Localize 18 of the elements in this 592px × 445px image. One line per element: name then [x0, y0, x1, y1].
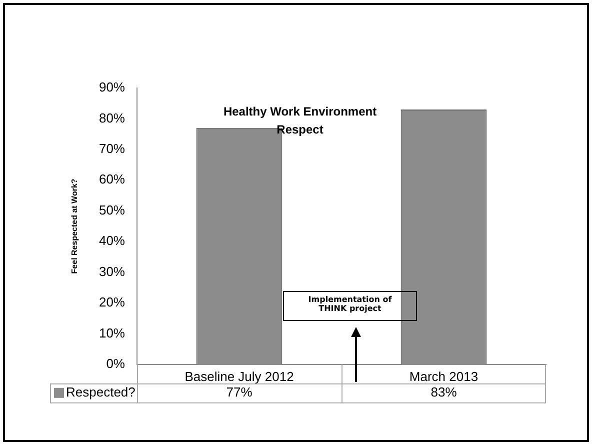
text: Healthy Work Environment Respect: [223, 104, 377, 136]
annotation: Implementation of THINK project: [307, 294, 393, 315]
y-axis-title: Feel Respected at Work?: [70, 178, 80, 274]
x-tick-label: March 2013: [409, 368, 478, 384]
data-label: 77%: [226, 384, 253, 400]
y-tick-label: 40%: [98, 233, 126, 248]
y-tick-label: 80%: [98, 110, 126, 126]
data-label: 83%: [430, 384, 458, 400]
y-tick-label: 30%: [98, 264, 126, 279]
y-tick-label: 90%: [98, 80, 126, 95]
y-tick-label: 50%: [98, 202, 126, 218]
legend-label: Respected?: [66, 384, 136, 400]
y-tick-label: 0%: [106, 356, 126, 371]
y-tick-label: 20%: [98, 294, 126, 310]
x-tick-label: Baseline July 2012: [184, 368, 294, 384]
y-tick-label: 60%: [98, 172, 126, 187]
y-tick-label: 70%: [98, 141, 126, 156]
y-tick-label: 10%: [98, 325, 126, 340]
